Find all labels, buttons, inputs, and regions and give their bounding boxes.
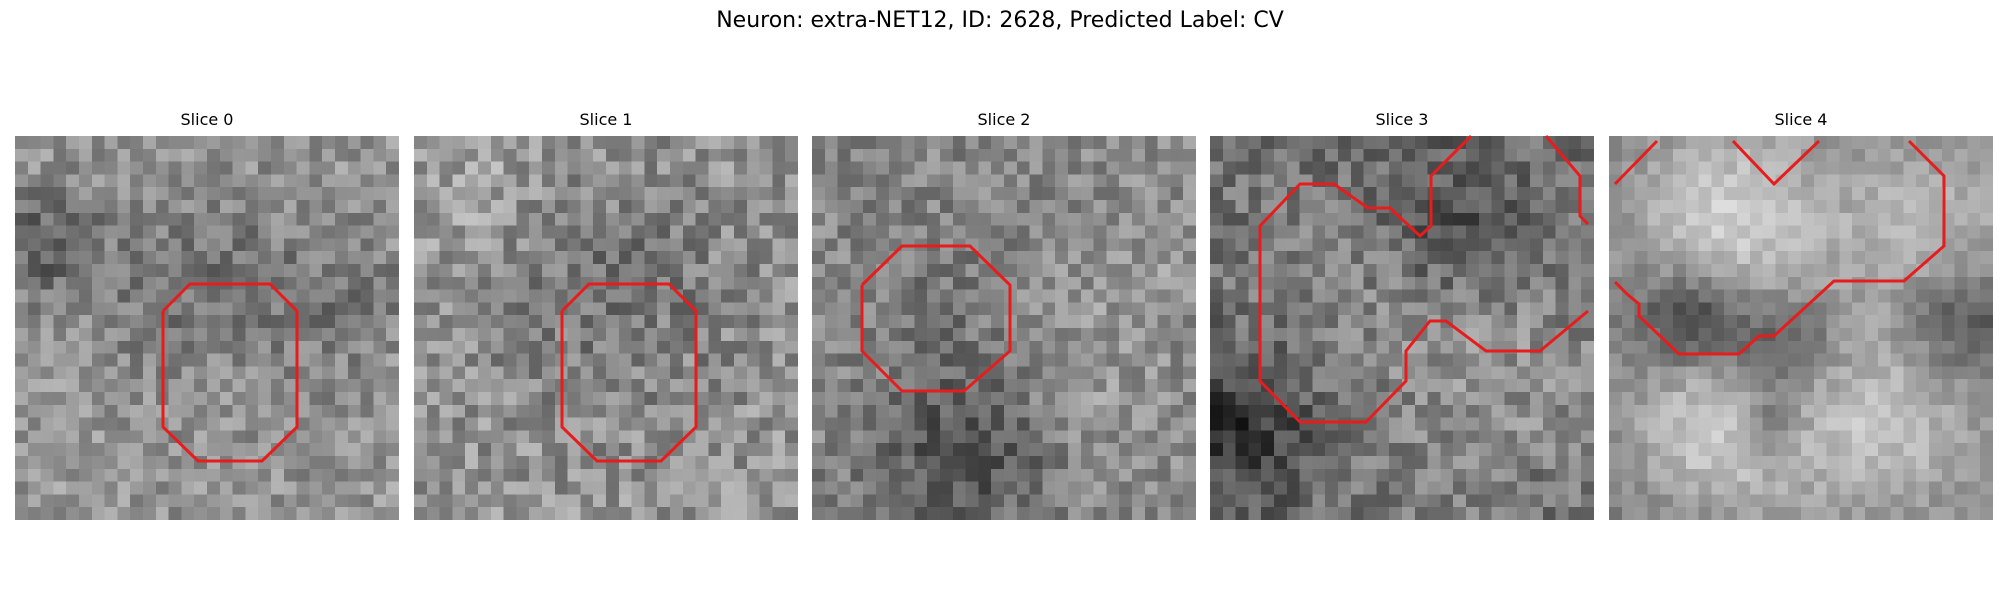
slice-panel-1: Slice 1 (414, 108, 798, 520)
roi-contour (560, 282, 698, 463)
slice-panel-0: Slice 0 (15, 108, 399, 520)
roi-contour (1258, 134, 1589, 424)
slice-title: Slice 3 (1375, 110, 1429, 129)
contour-overlay (560, 282, 698, 463)
slice-image (1210, 136, 1594, 520)
contour-overlay (1258, 134, 1590, 424)
contour-overlay (1613, 139, 1946, 356)
slice-image (812, 136, 1196, 520)
slice-panel-2: Slice 2 (812, 108, 1196, 520)
slice-image (1609, 136, 1993, 520)
contour-overlay (860, 244, 1012, 393)
slice-panel-3: Slice 3 (1210, 108, 1594, 520)
roi-contour (1613, 139, 1659, 186)
slice-title: Slice 2 (977, 110, 1031, 129)
slice-image (414, 136, 798, 520)
figure-title: Neuron: extra-NET12, ID: 2628, Predicted… (716, 8, 1284, 33)
slice-panel-4: Slice 4 (1609, 108, 1993, 520)
slice-title: Slice 0 (180, 110, 234, 129)
roi-contour (1544, 135, 1590, 226)
roi-contour (1731, 139, 1821, 187)
slice-image (15, 136, 399, 520)
roi-contour (161, 282, 299, 463)
contour-overlay (161, 282, 299, 463)
slice-title: Slice 1 (579, 110, 633, 129)
roi-contour (1613, 139, 1946, 356)
roi-contour (860, 244, 1012, 393)
slice-title: Slice 4 (1774, 110, 1828, 129)
